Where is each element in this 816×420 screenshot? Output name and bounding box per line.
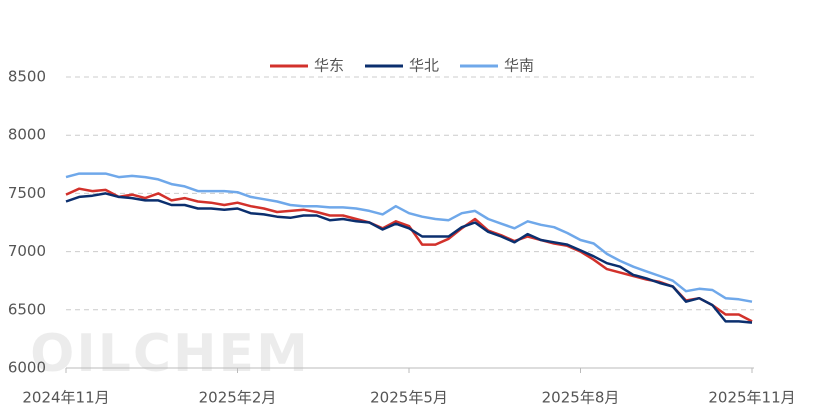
x-tick-label: 2025年2月 [199,389,277,407]
y-tick-label: 7500 [8,184,46,202]
x-tick-label: 2025年11月 [708,389,795,407]
series-line [65,192,753,324]
y-tick-label: 8500 [8,68,46,86]
y-tick-label: 8000 [8,126,46,144]
x-tick-label: 2024年11月 [22,389,109,407]
watermark: OILCHEM [30,324,310,384]
legend-label: 华北 [409,57,439,75]
series-line [65,187,753,323]
x-tick-label: 2025年5月 [370,389,448,407]
x-tick-label: 2025年8月 [542,389,620,407]
y-tick-label: 6000 [8,359,46,377]
y-tick-label: 7000 [8,242,46,260]
legend-label: 华东 [314,57,344,75]
legend-label: 华南 [504,57,534,75]
series-line [65,172,753,303]
y-tick-label: 6500 [8,300,46,318]
